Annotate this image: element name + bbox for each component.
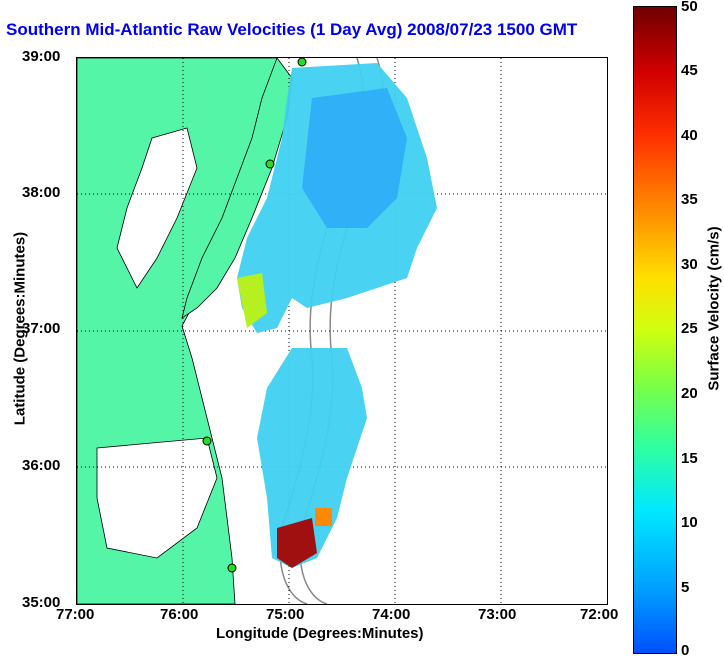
station-marker	[227, 563, 237, 573]
x-tick: 76:00	[160, 606, 199, 623]
y-axis-label: Latitude (Degrees:Minutes)	[11, 231, 29, 426]
colorbar-tick: 40	[681, 127, 698, 144]
velocity-field-south-orange	[315, 508, 332, 526]
map-plot-area	[76, 57, 608, 605]
colorbar-tick: 0	[681, 642, 690, 659]
colorbar-label: Surface Velocity (cm/s)	[705, 226, 723, 391]
colorbar-tick: 20	[681, 385, 698, 402]
colorbar-tick: 10	[681, 514, 698, 531]
colorbar-tick: 35	[681, 191, 698, 208]
x-axis-label: Longitude (Degrees:Minutes)	[216, 625, 424, 642]
colorbar-tick: 15	[681, 450, 698, 467]
map-title: Southern Mid-Atlantic Raw Velocities (1 …	[6, 20, 578, 39]
station-marker	[202, 436, 212, 446]
y-tick: 37:00	[22, 320, 61, 337]
x-tick: 75:00	[266, 606, 305, 623]
station-marker	[297, 58, 307, 67]
x-tick: 74:00	[372, 606, 411, 623]
colorbar-tick: 50	[681, 0, 698, 15]
colorbar	[633, 6, 677, 654]
x-tick: 73:00	[478, 606, 517, 623]
velocity-field-south-hot	[277, 518, 317, 568]
peninsula	[181, 58, 293, 319]
velocity-field-north-green	[237, 273, 267, 328]
colorbar-tick: 5	[681, 579, 690, 596]
velocity-field-south	[257, 348, 367, 568]
y-tick: 38:00	[22, 184, 61, 201]
colorbar-tick: 30	[681, 256, 698, 273]
x-tick: 77:00	[56, 606, 95, 623]
chesapeake-bay	[116, 127, 198, 289]
x-tick: 72:00	[580, 606, 619, 623]
velocity-field-north-core	[302, 88, 407, 228]
colorbar-tick: 25	[681, 320, 698, 337]
colorbar-tick: 45	[681, 62, 698, 79]
y-tick: 39:00	[22, 48, 61, 65]
station-marker	[265, 159, 275, 169]
y-tick: 35:00	[22, 594, 61, 611]
y-tick: 36:00	[22, 457, 61, 474]
velocity-map	[77, 58, 607, 604]
